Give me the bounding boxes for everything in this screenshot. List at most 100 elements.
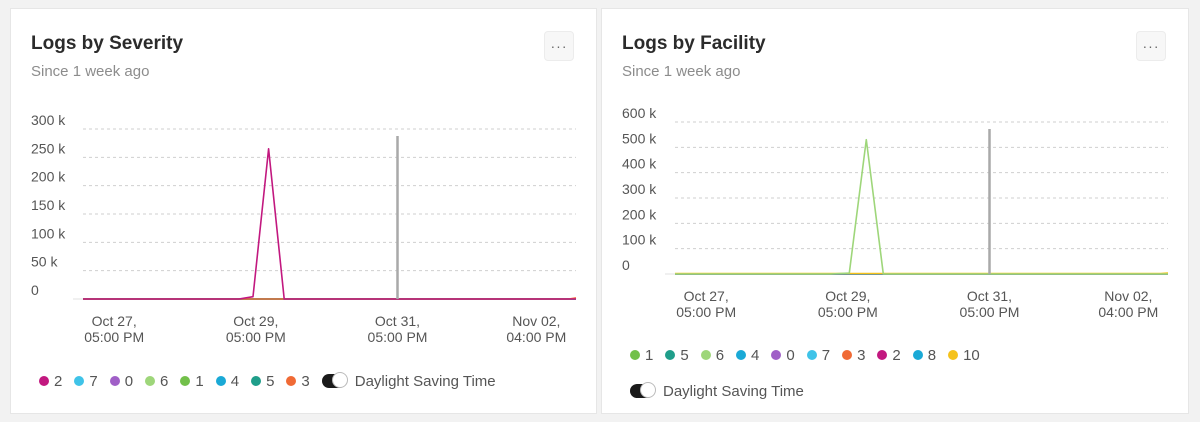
legend-label: 1: [645, 346, 654, 364]
legend-label: 8: [927, 346, 937, 364]
daylight-saving-toggle-group: Daylight Saving Time: [630, 381, 804, 401]
legend-dot-icon: [109, 376, 120, 386]
legend-item[interactable]: 5: [665, 345, 689, 365]
legend-dot-icon: [877, 350, 888, 360]
legend-item[interactable]: 6: [145, 371, 168, 391]
legend-item[interactable]: 1: [630, 345, 653, 365]
y-tick-label: 200 k: [622, 206, 657, 222]
x-tick-label-time: 05:00 PM: [368, 329, 428, 345]
y-tick-label: 600 k: [622, 105, 657, 121]
legend-dot-icon: [74, 376, 85, 386]
legend-label: 2: [54, 372, 63, 390]
legend-item[interactable]: 6: [700, 345, 725, 365]
legend-label: 0: [786, 346, 795, 364]
legend-item[interactable]: 0: [771, 345, 795, 365]
legend-dot-icon: [215, 376, 226, 386]
x-tick-label-time: 04:00 PM: [506, 329, 566, 345]
more-options-button[interactable]: ···: [1136, 31, 1166, 61]
y-tick-label: 300 k: [622, 181, 657, 197]
legend-item[interactable]: 8: [912, 345, 937, 365]
legend-dot-icon: [806, 350, 817, 360]
y-tick-label: 100 k: [622, 232, 657, 248]
legend-label: 3: [857, 346, 866, 364]
legend-label: 7: [89, 372, 98, 390]
legend-item[interactable]: 4: [736, 345, 759, 365]
legend-dot-icon: [736, 350, 747, 360]
legend-dot-icon: [842, 350, 853, 360]
legend-item[interactable]: 0: [109, 371, 134, 391]
daylight-saving-toggle[interactable]: [321, 372, 348, 388]
severity-legend: 2 7 0 6 1 4 5 3 Daylight Saving Time: [39, 371, 579, 391]
legend-dot-icon: [145, 376, 156, 386]
y-tick-label: 50 k: [31, 254, 58, 270]
legend-item[interactable]: 2: [39, 371, 62, 391]
y-tick-label: 0: [31, 282, 39, 298]
legend-item[interactable]: 3: [286, 371, 310, 391]
x-tick-label-time: 05:00 PM: [960, 304, 1020, 320]
legend-dot-icon: [251, 376, 262, 386]
more-options-button[interactable]: ···: [544, 31, 574, 61]
facility-legend: 1 5 6 4 0 7 3 2 8 10 Daylight Saving Time: [630, 345, 1170, 401]
daylight-saving-label: Daylight Saving Time: [663, 382, 804, 400]
legend-label: 4: [230, 372, 240, 390]
y-tick-label: 200 k: [31, 169, 66, 185]
legend-item[interactable]: 10: [948, 345, 980, 365]
y-tick-label: 300 k: [31, 112, 66, 128]
legend-item[interactable]: 7: [806, 345, 830, 365]
toggle-knob: [331, 372, 348, 388]
x-tick-label-time: 05:00 PM: [676, 304, 736, 320]
legend-item[interactable]: 3: [842, 345, 865, 365]
severity-line-chart: 0 50 k 100 k 150 k 200 k 250 k 300 k Oct 27, 05:…: [31, 112, 577, 345]
legend-dot-icon: [180, 376, 191, 386]
legend-label: 4: [751, 346, 760, 364]
ellipsis-icon: ···: [1142, 38, 1160, 54]
x-tick-label-date: Nov 02,: [512, 313, 560, 329]
legend-dot-icon: [630, 350, 640, 360]
y-tick-label: 250 k: [31, 140, 66, 156]
x-tick-label-date: Nov 02,: [1104, 288, 1152, 304]
legend-item[interactable]: 7: [74, 371, 98, 391]
y-tick-label: 100 k: [31, 225, 66, 241]
x-tick-label-time: 05:00 PM: [226, 329, 286, 345]
legend-dot-icon: [700, 350, 711, 360]
series-line-2: [83, 148, 576, 300]
legend-dot-icon: [39, 376, 49, 386]
x-tick-label-date: Oct 27,: [92, 313, 137, 329]
legend-label: 6: [715, 346, 725, 364]
legend-label: 3: [301, 372, 310, 390]
toggle-knob: [640, 382, 656, 398]
y-tick-label: 0: [622, 257, 630, 273]
x-tick-label-time: 05:00 PM: [818, 304, 878, 320]
series-line-6: [675, 138, 1168, 275]
legend-label: 10: [963, 346, 980, 364]
x-tick-label-date: Oct 29,: [233, 313, 278, 329]
legend-item[interactable]: 2: [877, 345, 901, 365]
y-tick-label: 400 k: [622, 156, 657, 172]
card-subtitle: Since 1 week ago: [622, 63, 741, 80]
legend-item[interactable]: 4: [215, 371, 240, 391]
legend-dot-icon: [948, 350, 959, 360]
legend-label: 5: [680, 346, 689, 364]
x-tick-label-date: Oct 31,: [967, 288, 1012, 304]
legend-dot-icon: [912, 350, 923, 360]
legend-dot-icon: [286, 376, 297, 386]
y-tick-label: 150 k: [31, 197, 66, 213]
legend-label: 2: [892, 346, 901, 364]
daylight-saving-label: Daylight Saving Time: [354, 372, 496, 390]
card-title: Logs by Severity: [31, 33, 184, 54]
legend-item[interactable]: 1: [180, 371, 204, 391]
card-subtitle: Since 1 week ago: [31, 63, 150, 80]
legend-item[interactable]: 5: [251, 371, 274, 391]
daylight-saving-toggle[interactable]: [630, 382, 656, 398]
x-tick-label-date: Oct 29,: [825, 288, 870, 304]
x-tick-label-date: Oct 27,: [684, 288, 729, 304]
ellipsis-icon: ···: [550, 38, 568, 54]
x-tick-label-time: 04:00 PM: [1098, 304, 1158, 320]
card-title: Logs by Facility: [622, 33, 766, 54]
legend-label: 0: [124, 372, 134, 390]
legend-dot-icon: [665, 350, 676, 360]
legend-label: 5: [266, 372, 275, 390]
